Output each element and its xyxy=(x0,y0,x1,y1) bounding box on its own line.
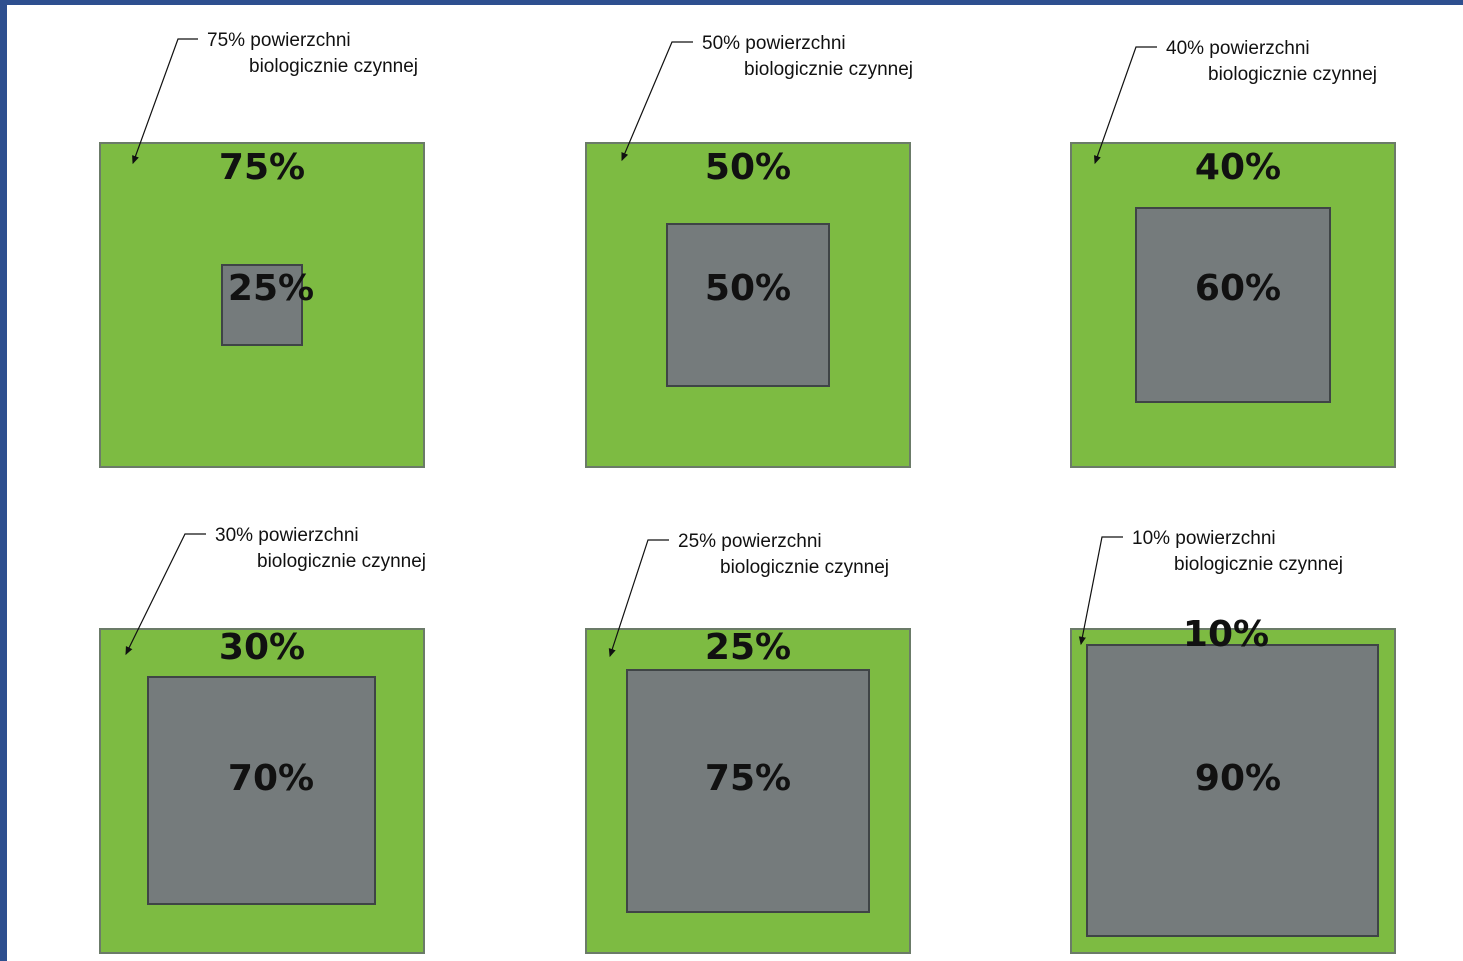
callout-label: 50% powierzchni biologicznie czynnej xyxy=(702,31,913,83)
sealed-area xyxy=(147,676,376,905)
callout-line2: biologicznie czynnej xyxy=(1208,64,1377,85)
green-percentage: 10% xyxy=(1182,614,1270,655)
sealed-percentage: 50% xyxy=(704,268,792,309)
sealed-percentage: 90% xyxy=(1194,758,1282,799)
callout-line1: 10% powierzchni xyxy=(1132,528,1276,549)
sealed-percentage: 70% xyxy=(227,758,315,799)
callout-label: 75% powierzchni biologicznie czynnej xyxy=(207,28,418,80)
sealed-percentage: 60% xyxy=(1194,268,1282,309)
sealed-area xyxy=(1135,207,1331,403)
callout-line1: 25% powierzchni xyxy=(678,531,822,552)
callout-line1: 40% powierzchni xyxy=(1166,38,1310,59)
green-percentage: 50% xyxy=(704,147,792,188)
sealed-area xyxy=(221,264,303,346)
callout-line2: biologicznie czynnej xyxy=(744,59,913,80)
callout-label: 40% powierzchni biologicznie czynnej xyxy=(1166,36,1377,88)
sealed-percentage: 75% xyxy=(704,758,792,799)
callout-label: 25% powierzchni biologicznie czynnej xyxy=(678,529,889,581)
sealed-area xyxy=(666,223,830,387)
callout-line2: biologicznie czynnej xyxy=(257,551,426,572)
callout-label: 10% powierzchni biologicznie czynnej xyxy=(1132,526,1343,578)
sealed-area xyxy=(1086,644,1379,937)
green-percentage: 25% xyxy=(704,627,792,668)
callout-line1: 75% powierzchni xyxy=(207,30,351,51)
green-percentage: 75% xyxy=(218,147,306,188)
callout-label: 30% powierzchni biologicznie czynnej xyxy=(215,523,426,575)
green-percentage: 30% xyxy=(218,627,306,668)
callout-line2: biologicznie czynnej xyxy=(1174,554,1343,575)
green-percentage: 40% xyxy=(1194,147,1282,188)
sealed-percentage: 25% xyxy=(227,268,315,309)
callout-line1: 30% powierzchni xyxy=(215,525,359,546)
callout-line2: biologicznie czynnej xyxy=(720,557,889,578)
sealed-area xyxy=(626,669,870,913)
callout-line2: biologicznie czynnej xyxy=(249,56,418,77)
callout-line1: 50% powierzchni xyxy=(702,33,846,54)
